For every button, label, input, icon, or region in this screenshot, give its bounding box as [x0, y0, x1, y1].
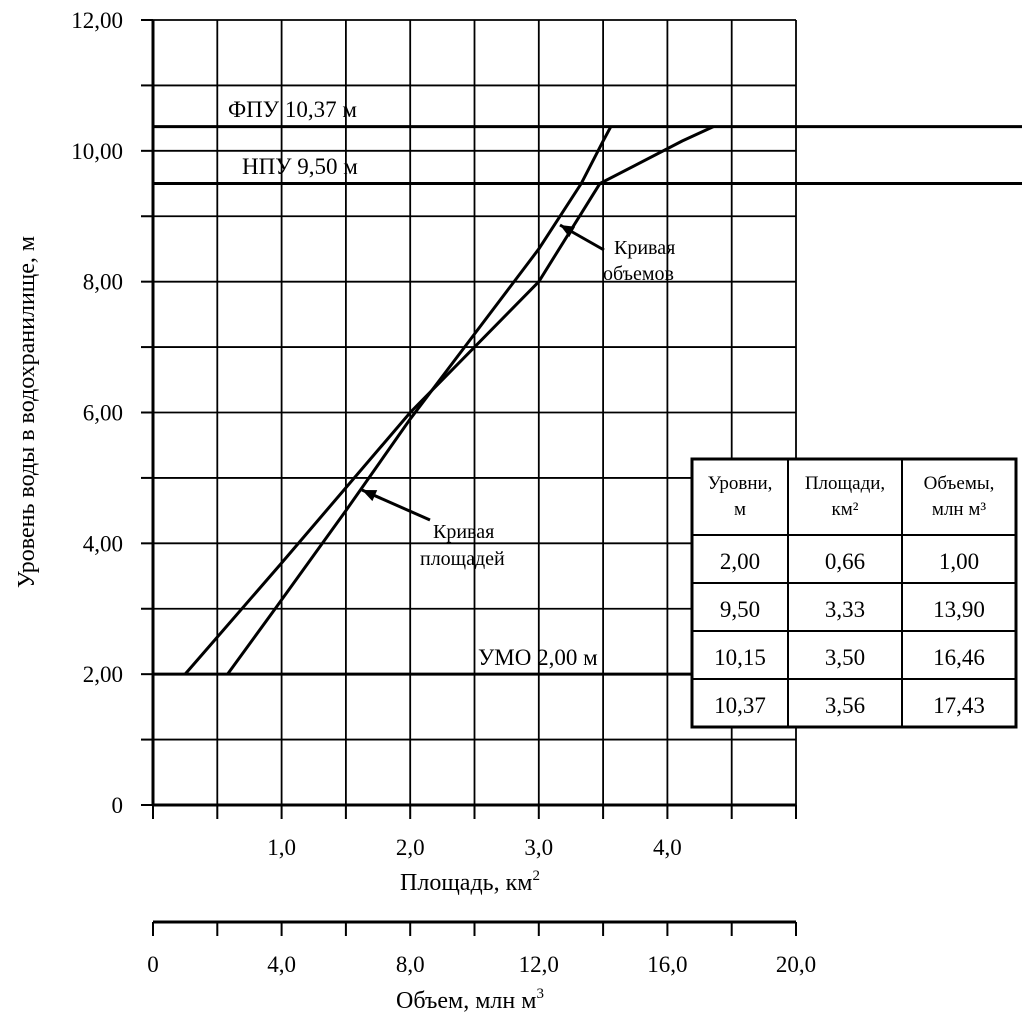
y-tick-label: 12,00 — [71, 8, 123, 33]
area-curve-label-line2: площадей — [420, 548, 505, 570]
table-cell: 10,15 — [714, 645, 766, 670]
y-tick-label: 2,00 — [83, 662, 123, 687]
x2-tick-label: 8,0 — [396, 952, 425, 977]
x-axis-title: Площадь, км2 — [400, 868, 540, 896]
y-tick-label: 0 — [112, 793, 124, 818]
x2-tick-label: 0 — [147, 952, 159, 977]
fpu-label: ФПУ 10,37 м — [228, 97, 357, 122]
x-axis-title-text: Площадь, км — [400, 870, 532, 896]
curves — [184, 125, 715, 676]
volume-curve — [184, 125, 715, 676]
x-tick-label: 1,0 — [267, 835, 296, 860]
table-header-line1: Объемы, — [924, 473, 995, 494]
data-table: Уровни, м Площади, км² Объемы, млн м³ 2,00 0,66… — [690, 457, 1018, 729]
table-cell: 10,37 — [714, 693, 766, 718]
y-tick-label: 6,00 — [83, 401, 123, 426]
table-cell: 9,50 — [720, 597, 760, 622]
table-cell: 3,56 — [825, 693, 865, 718]
umo-label: УМО 2,00 м — [478, 645, 598, 670]
x2-axis-title-superscript: 3 — [536, 986, 544, 1002]
y-axis-title: Уровень воды в водохранилище, м — [14, 236, 40, 588]
table-header-line2: млн м³ — [932, 499, 986, 520]
table-cell: 13,90 — [933, 597, 985, 622]
y-tick-label: 8,00 — [83, 270, 123, 295]
x2-axis-title-text: Объем, млн м — [396, 988, 536, 1014]
table-header-line2: км² — [832, 499, 859, 520]
y-tick-label: 4,00 — [83, 531, 123, 556]
area-curve-arrow-head — [362, 490, 378, 502]
table-cell: 1,00 — [939, 549, 979, 574]
table-cell: 3,50 — [825, 645, 865, 670]
area-curve-label-line1: Кривая — [433, 521, 494, 543]
table-cell: 16,46 — [933, 645, 985, 670]
table-frame — [690, 457, 1018, 729]
area-curve — [226, 125, 613, 676]
x2-tick-label: 4,0 — [267, 952, 296, 977]
x-tick-label: 3,0 — [524, 835, 553, 860]
table-header-line1: Уровни, — [708, 473, 773, 494]
reference-lines — [153, 125, 1022, 676]
volume-curve-label-line2: объемов — [603, 263, 674, 285]
x2-axis-title: Объем, млн м3 — [396, 986, 544, 1014]
x2-tick-label: 20,0 — [776, 952, 816, 977]
x-tick-label: 2,0 — [396, 835, 425, 860]
x2-tick-label: 16,0 — [647, 952, 687, 977]
x-tick-label: 4,0 — [653, 835, 682, 860]
table-cell: 3,33 — [825, 597, 865, 622]
table-cell: 0,66 — [825, 549, 865, 574]
volume-curve-arrow-head — [560, 225, 576, 238]
table-header-line2: м — [734, 499, 746, 520]
table-cell: 17,43 — [933, 693, 985, 718]
npu-label: НПУ 9,50 м — [242, 154, 358, 179]
axes — [141, 19, 797, 936]
x2-tick-label: 12,0 — [519, 952, 559, 977]
table-header-line1: Площади, — [805, 473, 885, 494]
table-cell: 2,00 — [720, 549, 760, 574]
x-axis-title-superscript: 2 — [532, 868, 540, 884]
y-tick-label: 10,00 — [71, 139, 123, 164]
volume-curve-label-line1: Кривая — [614, 237, 675, 259]
